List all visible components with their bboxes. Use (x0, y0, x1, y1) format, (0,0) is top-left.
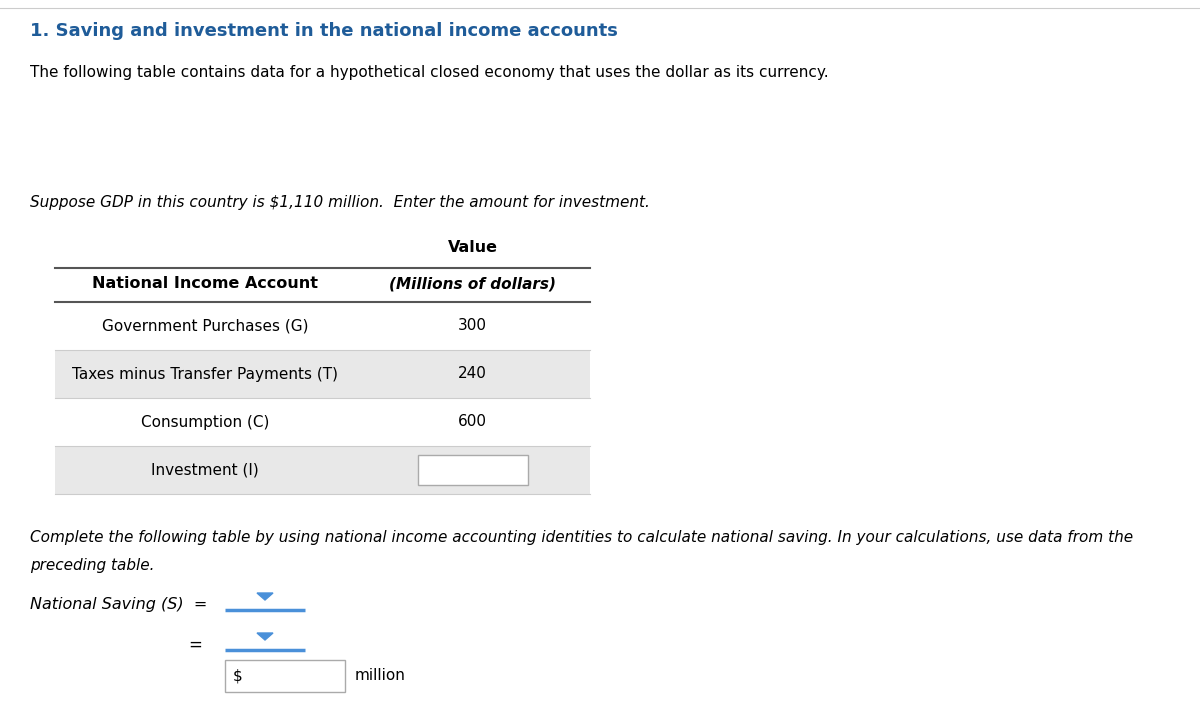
Text: $: $ (233, 668, 242, 683)
Text: Investment (I): Investment (I) (151, 463, 259, 478)
Text: Suppose GDP in this country is $1,110 million.  Enter the amount for investment.: Suppose GDP in this country is $1,110 mi… (30, 195, 650, 210)
Text: 240: 240 (458, 366, 487, 382)
Text: =: = (188, 636, 202, 654)
Bar (418, 455, 528, 485)
Bar (55, 350, 590, 398)
Polygon shape (257, 593, 274, 600)
Text: Government Purchases (G): Government Purchases (G) (102, 319, 308, 334)
Text: Complete the following table by using national income accounting identities to c: Complete the following table by using na… (30, 530, 1133, 545)
Bar (226, 660, 346, 692)
Text: (Millions of dollars): (Millions of dollars) (389, 277, 556, 292)
Text: Value: Value (448, 240, 498, 255)
Text: 300: 300 (458, 319, 487, 334)
Text: National Saving (S)  =: National Saving (S) = (30, 597, 208, 613)
Text: National Income Account: National Income Account (92, 277, 318, 292)
Bar (55, 446, 590, 494)
Text: The following table contains data for a hypothetical closed economy that uses th: The following table contains data for a … (30, 65, 829, 80)
Text: 1. Saving and investment in the national income accounts: 1. Saving and investment in the national… (30, 22, 618, 40)
Polygon shape (257, 633, 274, 640)
Text: Consumption (C): Consumption (C) (140, 415, 269, 429)
Text: 600: 600 (458, 415, 487, 429)
Text: preceding table.: preceding table. (30, 558, 155, 573)
Text: million: million (355, 668, 406, 683)
Text: Taxes minus Transfer Payments (T): Taxes minus Transfer Payments (T) (72, 366, 338, 382)
